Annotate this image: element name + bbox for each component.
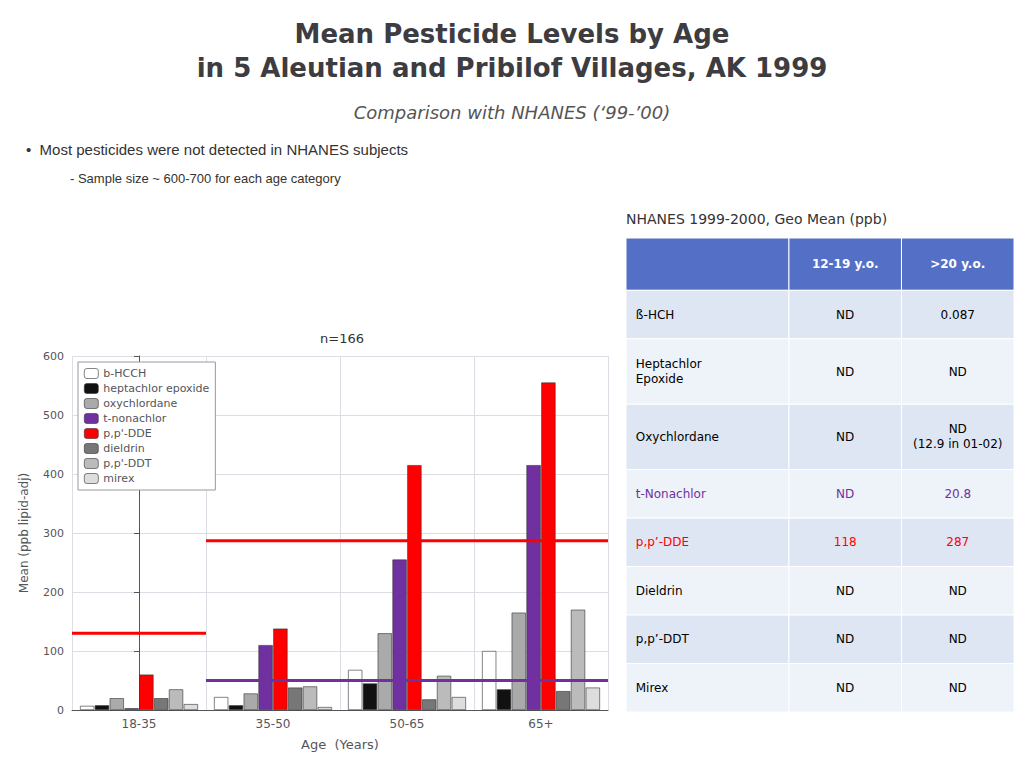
- svg-text:b-HCCH: b-HCCH: [103, 367, 146, 380]
- svg-text:300: 300: [43, 527, 64, 540]
- svg-text:t-Nonachlor: t-Nonachlor: [636, 487, 706, 501]
- svg-text:Age (Years): Age (Years): [301, 737, 379, 752]
- svg-text:65+: 65+: [528, 717, 553, 731]
- svg-text:p,p'-DDT: p,p'-DDT: [103, 457, 151, 470]
- svg-text:p,p'-DDE: p,p'-DDE: [103, 427, 151, 440]
- svg-text:ND: ND: [949, 681, 967, 695]
- svg-text:ND: ND: [949, 365, 967, 379]
- svg-text:Dieldrin: Dieldrin: [636, 584, 683, 598]
- svg-text:400: 400: [43, 468, 64, 481]
- svg-text:- Sample size ~ 600-700 for ea: - Sample size ~ 600-700 for each age cat…: [70, 171, 341, 186]
- svg-text:mirex: mirex: [103, 472, 135, 485]
- svg-text:Heptachlor: Heptachlor: [636, 357, 702, 371]
- svg-text:>20 y.o.: >20 y.o.: [930, 257, 985, 271]
- svg-text:Oxychlordane: Oxychlordane: [636, 430, 719, 444]
- svg-text:Epoxide: Epoxide: [636, 372, 684, 386]
- svg-text:ND: ND: [836, 430, 854, 444]
- svg-text:ND: ND: [836, 308, 854, 322]
- svg-text:118: 118: [834, 535, 857, 549]
- svg-text:(12.9 in 01-02): (12.9 in 01-02): [913, 437, 1003, 451]
- svg-text:18-35: 18-35: [122, 717, 157, 731]
- svg-text:oxychlordane: oxychlordane: [103, 397, 177, 410]
- svg-text:ND: ND: [836, 487, 854, 501]
- svg-text:in 5 Aleutian and Pribilof Vil: in 5 Aleutian and Pribilof Villages, AK …: [197, 53, 828, 83]
- svg-text:Mean (ppb lipid-adj): Mean (ppb lipid-adj): [17, 473, 31, 593]
- svg-text:35-50: 35-50: [256, 717, 291, 731]
- svg-text:ND: ND: [836, 584, 854, 598]
- svg-text:t-nonachlor: t-nonachlor: [103, 412, 167, 425]
- svg-text:600: 600: [43, 350, 64, 363]
- svg-text:heptachlor epoxide: heptachlor epoxide: [103, 382, 209, 395]
- svg-text:Mean Pesticide Levels by Age: Mean Pesticide Levels by Age: [295, 19, 730, 49]
- svg-text:100: 100: [43, 645, 64, 658]
- svg-text:Comparison with NHANES (‘99-’0: Comparison with NHANES (‘99-’00): [354, 102, 671, 123]
- svg-text:20.8: 20.8: [944, 487, 971, 501]
- svg-text:50-65: 50-65: [390, 717, 425, 731]
- svg-text:ß-HCH: ß-HCH: [636, 308, 675, 322]
- svg-text:ND: ND: [949, 422, 967, 436]
- svg-text:500: 500: [43, 409, 64, 422]
- svg-text:ND: ND: [836, 681, 854, 695]
- svg-text:p,p’-DDT: p,p’-DDT: [636, 632, 690, 646]
- svg-text:ND: ND: [836, 365, 854, 379]
- svg-text:ND: ND: [949, 632, 967, 646]
- svg-text:0.087: 0.087: [941, 308, 975, 322]
- svg-text:p,p’-DDE: p,p’-DDE: [636, 535, 689, 549]
- svg-text:0: 0: [57, 704, 64, 717]
- svg-text:Mirex: Mirex: [636, 681, 669, 695]
- svg-text:12-19 y.o.: 12-19 y.o.: [812, 257, 879, 271]
- svg-text:dieldrin: dieldrin: [103, 442, 144, 455]
- svg-text:NHANES 1999-2000, Geo Mean (pp: NHANES 1999-2000, Geo Mean (ppb): [626, 211, 887, 227]
- svg-text:ND: ND: [836, 632, 854, 646]
- svg-text:• Most pesticides were not de: • Most pesticides were not detected in N…: [26, 141, 408, 158]
- svg-text:ND: ND: [949, 584, 967, 598]
- svg-text:287: 287: [946, 535, 969, 549]
- svg-text:200: 200: [43, 586, 64, 599]
- svg-text:n=166: n=166: [320, 331, 364, 346]
